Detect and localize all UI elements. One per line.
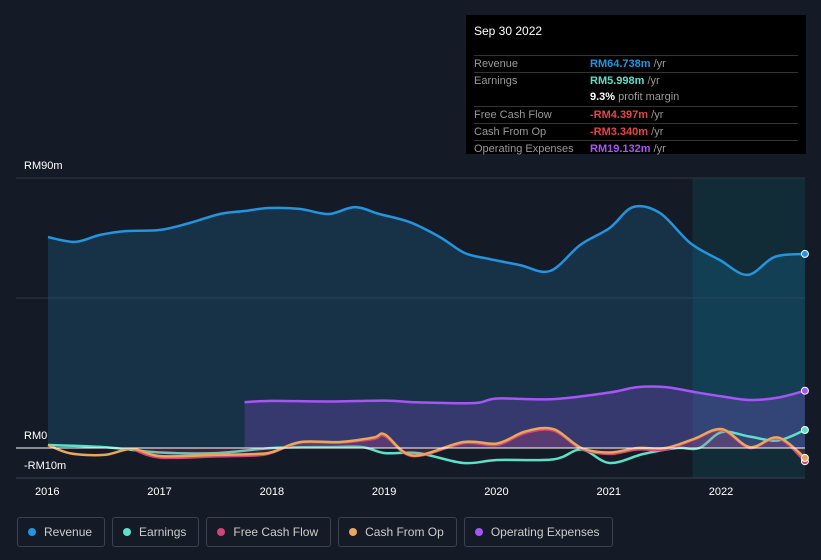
x-tick-label: 2017 (147, 486, 172, 498)
tooltip-value: -RM3.340m /yr (590, 124, 663, 141)
tooltip-row: 9.3% profit margin (474, 89, 798, 106)
unit: /yr (644, 75, 660, 87)
free-cash-flow-area (132, 429, 805, 462)
legend-label: Cash From Op (365, 525, 444, 539)
tooltip-label: Cash From Op (474, 126, 547, 138)
x-tick-label: 2019 (371, 486, 397, 498)
legend-dot-icon (349, 528, 358, 536)
tooltip-label: Free Cash Flow (474, 109, 552, 121)
tooltip-date: Sep 30 2022 (474, 24, 543, 38)
revenue-area (48, 206, 805, 448)
value: RM64.738m (590, 58, 651, 70)
legend-item-cash-from-op[interactable]: Cash From Op (338, 517, 457, 547)
value: RM5.998m (590, 75, 645, 87)
tooltip-value: RM5.998m /yr (590, 73, 660, 90)
legend-dot-icon (474, 528, 483, 536)
revenue-line (47, 204, 806, 277)
y-label-zero: RM0 (24, 430, 48, 442)
legend: Revenue Earnings Free Cash Flow Cash From O… (17, 517, 613, 547)
unit: profit margin (615, 91, 680, 103)
legend-dot-icon (28, 528, 36, 536)
tooltip-label: Operating Expenses (474, 143, 574, 155)
legend-label: Free Cash Flow (233, 525, 319, 539)
tooltip-label: Earnings (474, 75, 518, 87)
x-tick-label: 2018 (259, 486, 285, 498)
legend-dot-icon (217, 528, 226, 536)
tooltip-value: RM64.738m /yr (590, 56, 666, 73)
value: -RM4.397m (590, 109, 649, 121)
tooltip-row: Cash From Op -RM3.340m /yr (474, 123, 798, 141)
legend-item-free-cash-flow[interactable]: Free Cash Flow (206, 517, 332, 547)
operating-expenses-line (244, 385, 806, 405)
cash-from-op-line (47, 426, 806, 459)
tooltip-value: -RM4.397m /yr (590, 107, 663, 124)
unit: /yr (648, 126, 664, 138)
value: 9.3% (590, 91, 616, 103)
tooltip-row: Free Cash Flow -RM4.397m /yr (474, 106, 798, 124)
x-tick-label: 2021 (596, 486, 621, 498)
value: -RM3.340m (590, 126, 649, 138)
earnings-endpoint[interactable] (800, 426, 809, 434)
legend-label: Revenue (44, 525, 93, 539)
tooltip-label: Revenue (474, 58, 519, 70)
legend-item-operating-expenses[interactable]: Operating Expenses (463, 517, 613, 547)
unit: /yr (648, 109, 664, 121)
tooltip-row: Earnings RM5.998m /yr (474, 72, 798, 90)
cash-from-op-endpoint[interactable] (800, 453, 809, 462)
legend-item-earnings[interactable]: Earnings (112, 517, 200, 547)
tooltip-value: RM19.132m /yr (590, 141, 666, 158)
value: RM19.132m (590, 143, 651, 155)
legend-label: Operating Expenses (490, 525, 600, 539)
forecast-region (692, 178, 805, 478)
legend-label: Earnings (139, 525, 187, 539)
tooltip-row: Revenue RM64.738m /yr (474, 55, 798, 73)
revenue-endpoint[interactable] (800, 249, 809, 258)
unit: /yr (650, 143, 666, 155)
unit: /yr (650, 58, 666, 70)
y-label-top: RM90m (24, 160, 63, 172)
y-label-neg: -RM10m (24, 460, 67, 472)
legend-dot-icon (123, 528, 132, 536)
x-tick-label: 2016 (35, 486, 60, 498)
x-tick-label: 2020 (484, 486, 509, 498)
legend-item-revenue[interactable]: Revenue (17, 517, 106, 547)
operating-expenses-endpoint[interactable] (800, 386, 809, 395)
tooltip-value: 9.3% profit margin (590, 89, 679, 106)
tooltip-row: Operating Expenses RM19.132m /yr (474, 140, 798, 158)
x-tick-label: 2022 (708, 486, 734, 498)
tooltip: Sep 30 2022 Revenue RM64.738m /yr Earnings… (466, 15, 806, 155)
earnings-line (47, 428, 806, 465)
